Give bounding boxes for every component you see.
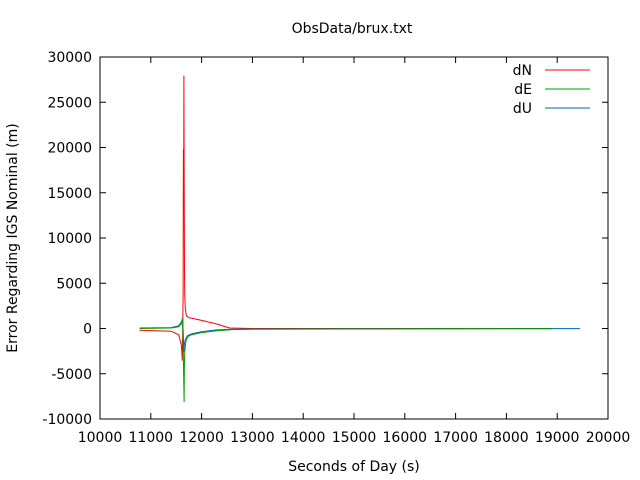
series-line-dN	[139, 75, 553, 361]
legend-label: dN	[513, 63, 532, 79]
x-tick-label: 13000	[230, 430, 275, 446]
x-tick-label: 16000	[383, 430, 428, 446]
x-tick-label: 11000	[129, 430, 174, 446]
x-tick-label: 20000	[586, 430, 631, 446]
x-tick-label: 12000	[179, 430, 224, 446]
legend-label: dE	[514, 82, 532, 98]
y-tick-label: 25000	[47, 95, 92, 111]
legend: dN dE dU	[513, 63, 590, 117]
plot-lines	[139, 75, 581, 403]
x-tick-label: 18000	[484, 430, 529, 446]
x-tick-label: 17000	[433, 430, 478, 446]
series-line-dE	[139, 317, 553, 403]
y-tick-label: 15000	[47, 186, 92, 202]
series-line-dU	[139, 318, 581, 353]
y-tick-label: -5000	[51, 367, 92, 383]
x-tick-label: 15000	[332, 430, 377, 446]
y-tick-label: 5000	[56, 276, 92, 292]
x-tick-label: 14000	[281, 430, 326, 446]
y-axis-label: Error Regarding IGS Nominal (m)	[5, 123, 21, 352]
y-tick-label: 30000	[47, 50, 92, 66]
plot-frame	[99, 56, 609, 420]
x-tick-label: 19000	[535, 430, 580, 446]
chart-title: ObsData/brux.txt	[292, 21, 413, 37]
y-tick-label: 0	[83, 322, 92, 338]
x-axis-label: Seconds of Day (s)	[288, 459, 420, 475]
x-tick-label: 10000	[78, 430, 123, 446]
y-tick-label: -10000	[42, 412, 92, 428]
axis-tick-labels: 10000 11000 12000 13000 14000 15000 16000 17000…	[42, 50, 630, 446]
legend-label: dU	[513, 101, 532, 117]
y-tick-label: 20000	[47, 141, 92, 157]
y-tick-label: 10000	[47, 231, 92, 247]
